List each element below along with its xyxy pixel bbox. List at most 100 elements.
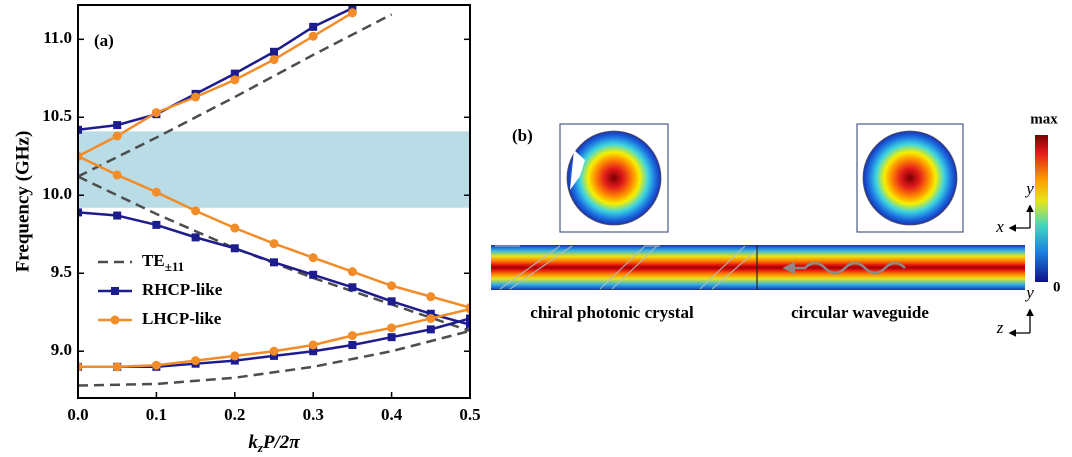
marker: [112, 362, 122, 372]
plot-area: [78, 5, 470, 387]
marker: [269, 239, 279, 249]
marker: [270, 47, 278, 56]
marker: [269, 346, 279, 356]
legend-label: LHCP-like: [142, 309, 222, 328]
legend-label: TE±11: [142, 251, 184, 274]
axes-top: x y: [995, 179, 1034, 236]
label-part: z: [257, 440, 264, 455]
marker: [426, 325, 435, 334]
marker: [309, 270, 318, 279]
panel-label: (b): [512, 126, 533, 145]
marker: [151, 360, 161, 370]
marker: [309, 22, 318, 31]
marker: [113, 121, 122, 130]
colorbar-max: max: [1030, 111, 1058, 127]
marker: [152, 220, 161, 229]
marker: [191, 356, 201, 366]
x-tick-label: 0.2: [224, 405, 245, 424]
marker: [347, 331, 357, 341]
y-axis-label: Frequency (GHz): [12, 131, 33, 273]
line: [78, 6, 353, 132]
marker: [151, 108, 161, 118]
section-label: circular waveguide: [791, 303, 929, 322]
field-map: [566, 130, 662, 226]
marker: [309, 347, 318, 356]
label-part: ±11: [165, 259, 184, 274]
marker: [466, 314, 470, 323]
marker: [426, 309, 435, 318]
marker: [348, 340, 357, 349]
x-tick-label: 0.0: [67, 405, 88, 424]
marker: [426, 313, 436, 323]
legend-marker: [111, 287, 119, 295]
field-map: [862, 130, 958, 226]
marker: [347, 8, 357, 18]
marker: [78, 125, 82, 134]
marker: [270, 258, 278, 267]
legend-marker: [110, 315, 120, 325]
line: [78, 11, 354, 158]
marker: [191, 206, 201, 216]
legend-label: RHCP-like: [142, 280, 223, 299]
waveguide-field: [491, 245, 1025, 290]
x-tick-label: 0.3: [303, 405, 324, 424]
colorbar-min: 0: [1053, 279, 1061, 295]
marker: [269, 55, 279, 65]
marker: [230, 75, 240, 85]
marker: [230, 351, 240, 361]
y-tick-label: 10.5: [42, 106, 72, 125]
panel-label: (a): [94, 31, 114, 50]
marker: [151, 187, 161, 197]
inset-notch: [570, 150, 585, 190]
axis-letter: z: [996, 318, 1004, 337]
marker: [78, 151, 83, 161]
line: [78, 211, 470, 326]
marker: [308, 253, 318, 263]
panel-b: (b) max 0 x y z y chiral photonic cry: [491, 111, 1061, 337]
panel-a: 9.0 9.5 10.0 10.5 11.0 0.0 0.1 0.2 0.3 0.4 0.5 Freq…: [12, 4, 481, 455]
axis-letter: y: [1024, 283, 1034, 302]
y-tick-label: 10.0: [42, 184, 72, 203]
marker: [191, 92, 201, 102]
band-gap: [78, 131, 470, 208]
marker: [387, 281, 397, 291]
marker: [78, 208, 82, 217]
marker: [465, 304, 470, 314]
y-tick-label: 11.0: [43, 28, 72, 47]
marker: [387, 297, 396, 306]
marker: [308, 31, 318, 41]
marker: [308, 340, 318, 350]
colorbar: [1035, 135, 1048, 282]
marker: [230, 223, 240, 233]
wave-arrow: [782, 261, 906, 275]
y-tick-label: 9.5: [51, 262, 72, 281]
label-part: k: [248, 432, 258, 453]
marker: [348, 283, 357, 292]
axis-letter: x: [995, 217, 1004, 236]
label-part: LHCP-like: [142, 309, 222, 328]
marker: [191, 233, 200, 242]
marker: [78, 362, 83, 372]
x-tick-label: 0.1: [146, 405, 167, 424]
marker: [230, 69, 239, 78]
marker: [230, 356, 239, 365]
marker: [387, 333, 396, 342]
plot-frame: [77, 4, 471, 399]
marker: [270, 351, 278, 360]
marker: [112, 170, 122, 180]
marker: [466, 320, 470, 329]
label-part: P/2π: [262, 432, 300, 453]
label-part: TE: [142, 251, 165, 270]
helix: [495, 245, 758, 290]
section-label: chiral photonic crystal: [530, 303, 694, 322]
axes-bottom: z y: [996, 283, 1035, 337]
marker: [113, 211, 122, 220]
x-tick-label: 0.4: [381, 405, 403, 424]
axis-letter: y: [1024, 179, 1034, 198]
marker: [387, 323, 397, 333]
marker: [230, 244, 239, 253]
marker: [426, 292, 436, 302]
marker: [347, 267, 357, 277]
y-tick-label: 9.0: [51, 340, 72, 359]
